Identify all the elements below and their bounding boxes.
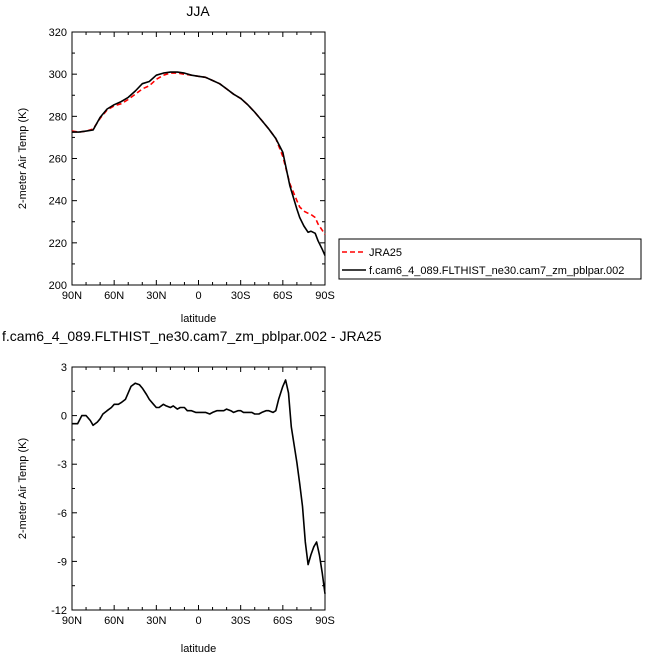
series-line-0 <box>72 379 326 594</box>
y-tick-label: 300 <box>49 69 67 81</box>
y-tick-label: 0 <box>61 411 67 423</box>
y-tick-label: 3 <box>61 362 67 374</box>
x-tick-label: 0 <box>195 615 201 627</box>
x-tick-label: 90N <box>62 615 82 627</box>
bottom-panel: f.cam6_4_089.FLTHIST_ne30.cam7_zm_pblpar… <box>2 328 382 655</box>
legend-label: JRA25 <box>369 247 402 259</box>
legend: JRA25 f.cam6_4_089.FLTHIST_ne30.cam7_zm_p… <box>338 238 642 280</box>
y-tick-label: 200 <box>49 280 67 292</box>
legend-label: f.cam6_4_089.FLTHIST_ne30.cam7_zm_pblpar… <box>369 265 624 277</box>
x-tick-label: 30N <box>146 615 166 627</box>
y-axis-label: 2-meter Air Temp (K) <box>17 438 29 539</box>
y-tick-label: 280 <box>49 111 67 123</box>
y-tick-label: 240 <box>49 196 67 208</box>
x-tick-label: 60N <box>104 290 124 302</box>
y-tick-label: -9 <box>57 556 67 568</box>
x-tick-label: 60S <box>273 290 293 302</box>
x-tick-label: 90S <box>315 615 335 627</box>
y-tick-label: -3 <box>57 459 67 471</box>
x-tick-label: 90N <box>62 290 82 302</box>
y-tick-label: 220 <box>49 238 67 250</box>
x-tick-label: 60S <box>273 615 293 627</box>
series-line-jra25 <box>71 72 326 235</box>
plot-frame <box>71 366 326 611</box>
chart-title: f.cam6_4_089.FLTHIST_ne30.cam7_zm_pblpar… <box>2 328 382 344</box>
x-tick-label: 60N <box>104 615 124 627</box>
x-tick-label: 30N <box>146 290 166 302</box>
top-panel: JJA 90N 60N 30N 0 30S 60S 90S 200 220 240 260 280 300… <box>17 3 642 325</box>
plot-frame <box>71 31 326 286</box>
y-tick-label: -6 <box>57 508 67 520</box>
x-tick-label: 90S <box>315 290 335 302</box>
y-tick-label: 260 <box>49 154 67 166</box>
x-tick-label: 30S <box>231 615 251 627</box>
y-axis-label: 2-meter Air Temp (K) <box>17 108 29 209</box>
legend-box <box>338 238 642 280</box>
series-line-f-cam6-4-089-flthist-ne30-cam7-zm-pblpar-002 <box>72 71 326 256</box>
x-tick-label: 30S <box>231 290 251 302</box>
x-axis-label: latitude <box>181 313 216 325</box>
x-axis-label: latitude <box>181 643 216 655</box>
x-tick-label: 0 <box>195 290 201 302</box>
chart-title: JJA <box>186 3 210 19</box>
y-tick-label: 320 <box>49 27 67 39</box>
y-tick-label: -12 <box>51 605 67 617</box>
